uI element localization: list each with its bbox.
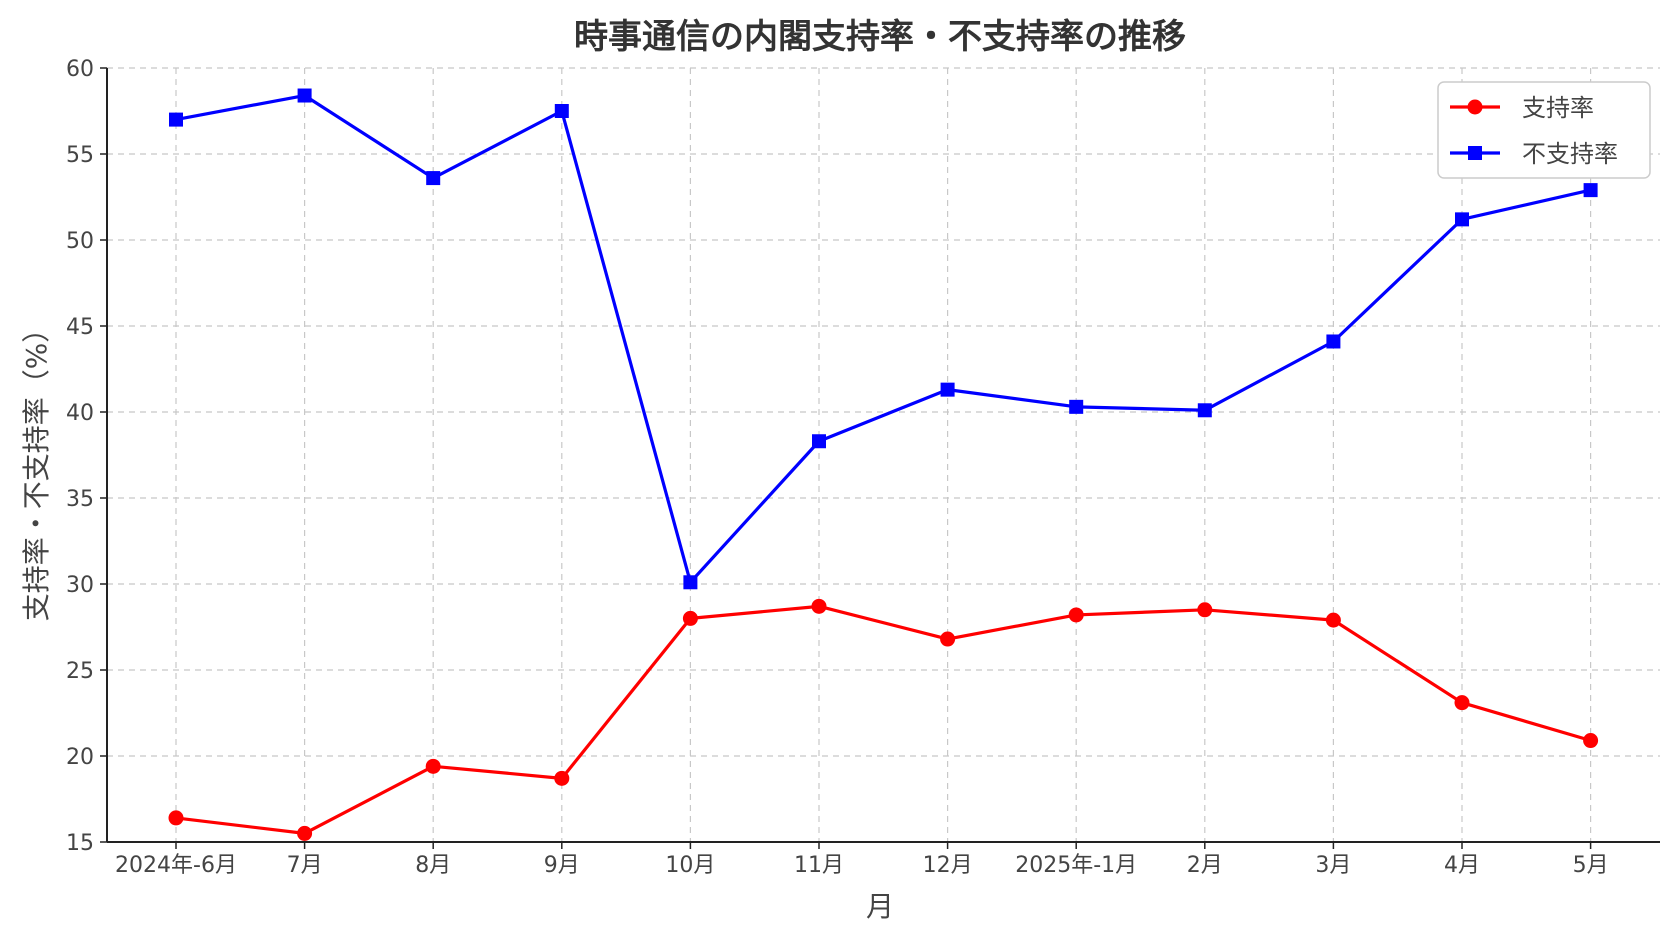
y-tick-label: 30 bbox=[66, 573, 94, 598]
data-point bbox=[1454, 695, 1470, 711]
data-point bbox=[297, 88, 312, 103]
data-point bbox=[425, 758, 441, 774]
data-point bbox=[168, 810, 184, 826]
data-point bbox=[1455, 212, 1469, 227]
x-tick-label: 3月 bbox=[1315, 853, 1351, 878]
legend-label: 不支持率 bbox=[1522, 140, 1618, 168]
x-tick-label: 2月 bbox=[1187, 853, 1223, 878]
y-tick-label: 25 bbox=[66, 659, 94, 684]
data-point bbox=[1583, 733, 1599, 749]
y-tick-label: 40 bbox=[66, 401, 94, 426]
x-tick-label: 2025年-1月 bbox=[1015, 853, 1137, 878]
series-line bbox=[175, 604, 1592, 836]
legend-marker bbox=[1468, 146, 1482, 160]
legend-marker bbox=[1467, 99, 1483, 115]
data-point bbox=[812, 434, 826, 449]
data-point bbox=[1325, 612, 1341, 628]
x-tick-label: 2024年-6月 bbox=[115, 853, 237, 878]
data-point bbox=[1069, 399, 1084, 414]
legend-item: 支持率 bbox=[1450, 94, 1594, 122]
axes bbox=[106, 68, 1660, 843]
legend-item: 不支持率 bbox=[1450, 140, 1618, 168]
series-support bbox=[168, 598, 1599, 841]
data-point bbox=[426, 171, 441, 186]
data-point bbox=[554, 104, 569, 118]
series-line bbox=[175, 93, 1591, 584]
data-point bbox=[683, 575, 698, 590]
data-point bbox=[1068, 607, 1084, 623]
grid bbox=[107, 67, 1660, 842]
y-tick-label: 35 bbox=[66, 487, 94, 512]
y-tick-label: 55 bbox=[66, 143, 94, 168]
x-tick-label: 10月 bbox=[665, 853, 715, 878]
series-disapproval bbox=[169, 88, 1598, 590]
x-tick-label: 7月 bbox=[287, 853, 323, 878]
data-point bbox=[811, 598, 827, 614]
data-point bbox=[554, 770, 570, 786]
x-tick-label: 9月 bbox=[544, 853, 580, 878]
y-tick-label: 15 bbox=[66, 831, 94, 856]
y-tick-label: 20 bbox=[66, 745, 94, 770]
y-axis-label: 支持率・不支持率（%） bbox=[20, 315, 53, 622]
x-tick-label: 11月 bbox=[794, 853, 844, 878]
data-point bbox=[940, 631, 956, 647]
y-axis-ticks: 15 20 25 30 35 40 45 50 55 60 bbox=[66, 57, 107, 856]
data-point bbox=[1583, 183, 1598, 198]
series-group bbox=[168, 88, 1599, 841]
x-tick-label: 4月 bbox=[1444, 853, 1480, 878]
data-point bbox=[682, 610, 698, 626]
chart-title: 時事通信の内閣支持率・不支持率の推移 bbox=[574, 17, 1186, 57]
data-point bbox=[169, 112, 183, 127]
x-axis-label: 月 bbox=[866, 890, 894, 923]
data-point bbox=[297, 825, 313, 841]
legend-label: 支持率 bbox=[1522, 94, 1594, 122]
data-point bbox=[940, 382, 955, 397]
data-point bbox=[1197, 403, 1212, 418]
x-tick-label: 8月 bbox=[415, 853, 451, 878]
y-tick-label: 45 bbox=[66, 315, 94, 340]
x-tick-label: 5月 bbox=[1573, 853, 1609, 878]
y-tick-label: 60 bbox=[66, 57, 94, 82]
x-axis-ticks: 2024年-6月 7月 8月 9月 10月 11月 12月 2025年-1月 2月 3月 4月 5月 bbox=[115, 842, 1609, 878]
data-point bbox=[1197, 602, 1213, 618]
data-point bbox=[1326, 334, 1341, 349]
x-tick-label: 12月 bbox=[923, 853, 973, 878]
y-tick-label: 50 bbox=[66, 229, 94, 254]
